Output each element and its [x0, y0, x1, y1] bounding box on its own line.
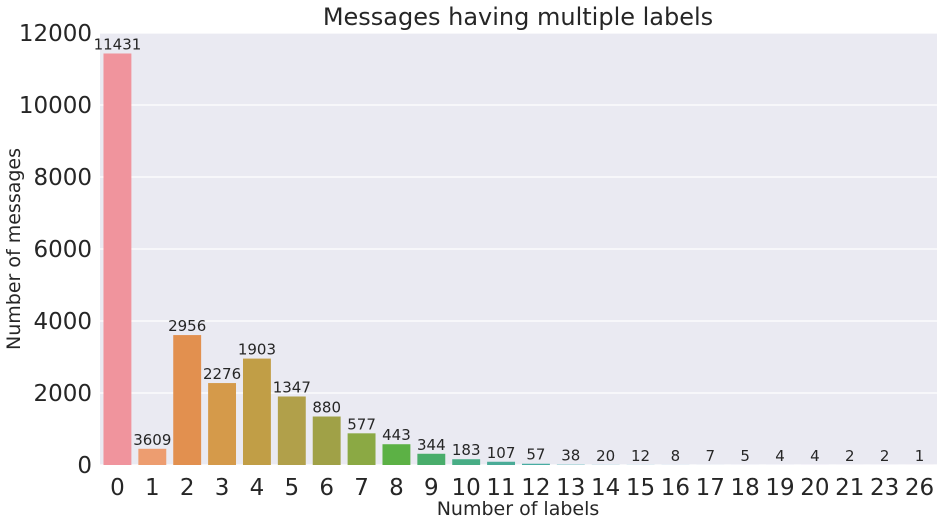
bar [138, 448, 167, 465]
bar [347, 433, 376, 465]
x-tick-label: 9 [424, 475, 439, 501]
bar [103, 53, 132, 465]
x-tick-label: 17 [696, 475, 725, 501]
bar-value-label: 57 [526, 446, 545, 464]
x-axis-label: Number of labels [437, 498, 600, 520]
bar-value-label: 4 [810, 447, 820, 465]
bar [487, 461, 516, 465]
y-tick-label: 8000 [33, 165, 92, 191]
x-tick-label: 10 [452, 475, 481, 501]
bar-value-label: 1 [915, 447, 925, 465]
x-tick-label: 12 [521, 475, 550, 501]
bar-value-label: 1347 [273, 378, 311, 396]
bar-value-label: 7 [706, 447, 716, 465]
x-tick-label: 16 [661, 475, 690, 501]
x-tick-label: 0 [110, 475, 125, 501]
x-tick-label: 6 [319, 475, 334, 501]
bar [452, 459, 481, 465]
bar-value-label: 2276 [203, 365, 241, 383]
x-tick-label: 21 [835, 475, 864, 501]
bar-value-label: 20 [596, 447, 615, 465]
y-tick-label: 0 [77, 453, 92, 479]
x-tick-label: 13 [556, 475, 585, 501]
bar [208, 383, 237, 465]
bar-value-label: 2 [845, 447, 855, 465]
x-tick-label: 18 [731, 475, 760, 501]
x-tick-label: 2 [180, 475, 195, 501]
x-tick-label: 11 [486, 475, 515, 501]
bar [417, 453, 446, 465]
chart-title: Messages having multiple labels [323, 3, 713, 31]
bars [103, 53, 934, 465]
y-tick-label: 6000 [33, 237, 92, 263]
bar-value-label: 4 [775, 447, 785, 465]
bar-value-label: 2 [880, 447, 890, 465]
bar-value-label: 8 [671, 447, 681, 465]
x-tick-label: 7 [354, 475, 369, 501]
y-tick-label: 2000 [33, 381, 92, 407]
x-tick-label: 14 [591, 475, 620, 501]
gridlines [100, 32, 937, 466]
x-tick-label: 4 [250, 475, 265, 501]
bar-value-label: 183 [452, 441, 481, 459]
x-tick-label: 23 [870, 475, 899, 501]
bar [173, 335, 202, 465]
bar [382, 444, 411, 465]
bar [242, 358, 271, 465]
x-tick-label: 15 [626, 475, 655, 501]
x-tick-label: 5 [284, 475, 299, 501]
bar-value-label: 1903 [238, 341, 276, 359]
y-axis-label: Number of messages [3, 148, 25, 350]
bar-value-label: 11431 [94, 35, 142, 53]
bar-value-label: 5 [740, 447, 750, 465]
x-tick-label: 19 [765, 475, 794, 501]
bar-value-label: 344 [417, 436, 446, 454]
bar-value-label: 3609 [133, 431, 171, 449]
bar-value-label: 577 [347, 415, 376, 433]
x-tick-label: 20 [800, 475, 829, 501]
bar-value-label: 443 [382, 426, 411, 444]
x-tick-label: 8 [389, 475, 404, 501]
bar [312, 416, 341, 465]
bar [277, 396, 306, 465]
bar-value-label: 38 [561, 447, 580, 465]
x-tick-label: 1 [145, 475, 160, 501]
bar-value-label: 2956 [168, 317, 206, 335]
y-tick-label: 12000 [19, 21, 92, 47]
x-tick-labels: 0 1 2 3 4 5 6 7 8 9 10 11 12 13 14 15 16 17 18 19 20 21 23 26 [110, 475, 934, 501]
bar-value-label: 12 [631, 447, 650, 465]
bar [521, 463, 550, 465]
y-tick-label: 10000 [19, 93, 92, 119]
bar-value-label: 880 [312, 399, 341, 417]
y-tick-label: 4000 [33, 309, 92, 335]
x-tick-label: 26 [905, 475, 934, 501]
x-tick-label: 3 [215, 475, 230, 501]
y-tick-labels: 0 2000 4000 6000 8000 10000 12000 [19, 21, 92, 479]
bar-value-label: 107 [487, 444, 516, 462]
